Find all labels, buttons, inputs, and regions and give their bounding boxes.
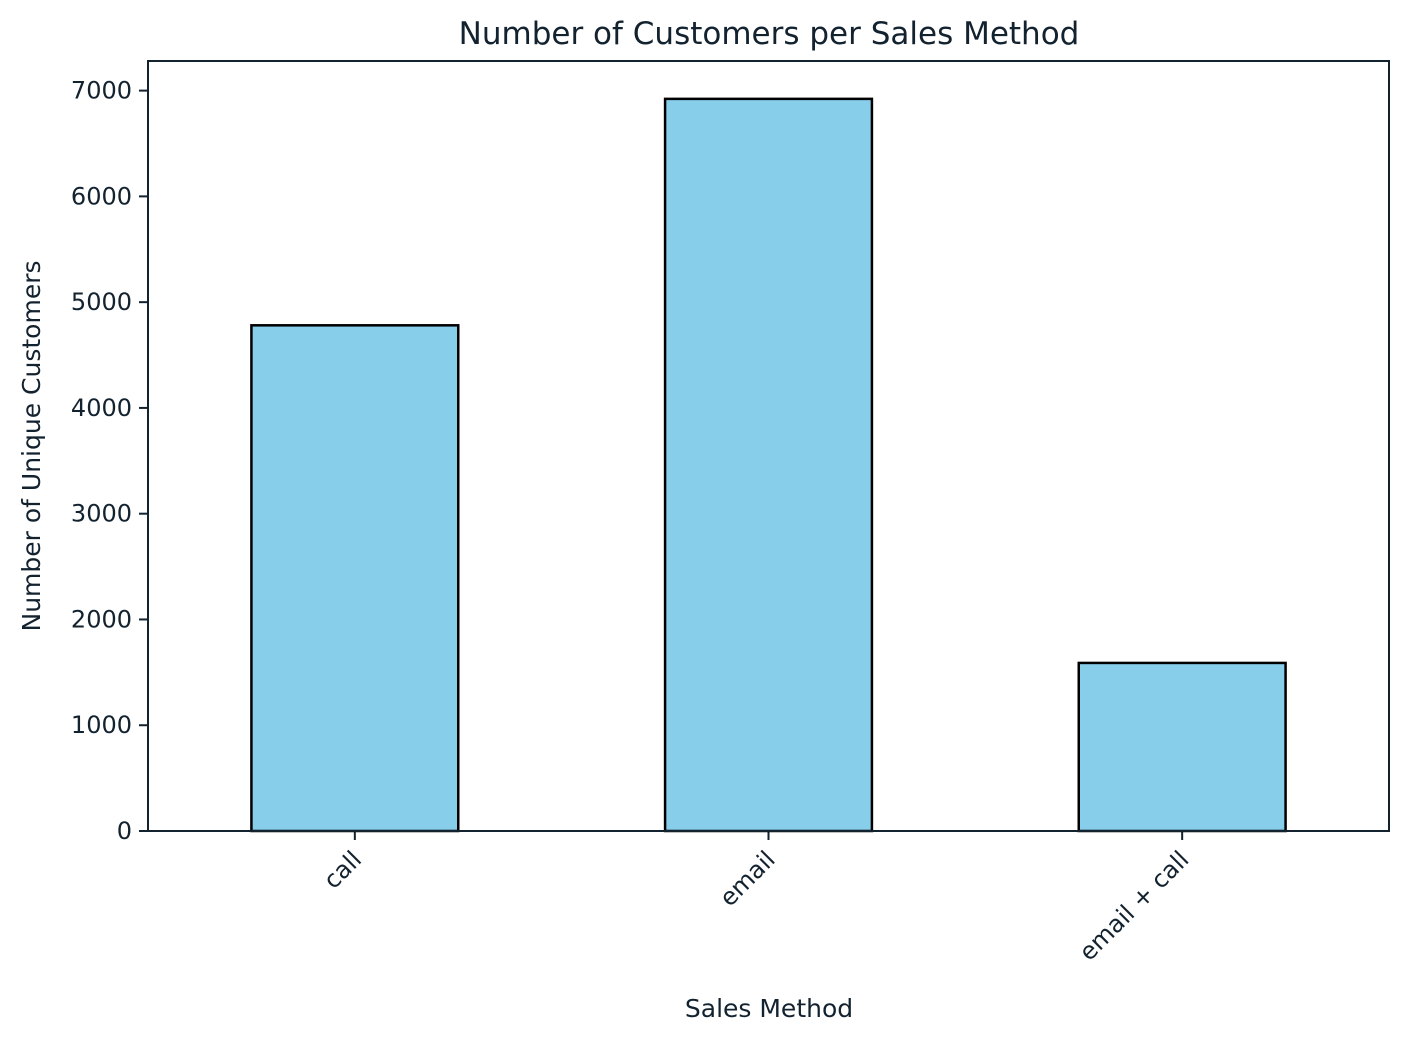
y-tick-label: 4000 — [71, 394, 132, 422]
y-tick-label: 3000 — [71, 500, 132, 528]
bar-call — [250, 324, 460, 833]
y-tick-label: 1000 — [71, 711, 132, 739]
x-tick-label: call — [318, 845, 367, 894]
y-axis-label: Number of Unique Customers — [17, 260, 46, 631]
bar-email-call — [1077, 661, 1287, 833]
y-tick-label: 6000 — [71, 182, 132, 210]
chart-title: Number of Customers per Sales Method — [459, 16, 1080, 52]
x-tick-label: email + call — [1074, 845, 1195, 966]
plot-frame — [147, 60, 1390, 832]
x-axis-ticks: call email email + call — [318, 831, 1194, 966]
y-tick-label: 7000 — [71, 77, 132, 105]
y-tick-label: 0 — [117, 817, 132, 845]
x-tick-label: email — [714, 845, 781, 912]
bar-email — [663, 97, 874, 833]
y-axis-ticks: 0 1000 2000 3000 4000 5000 6000 7000 — [71, 77, 148, 845]
y-tick-label: 2000 — [71, 605, 132, 633]
x-axis-label: Sales Method — [685, 994, 853, 1023]
y-tick-label: 5000 — [71, 288, 132, 316]
bars — [250, 97, 1287, 833]
